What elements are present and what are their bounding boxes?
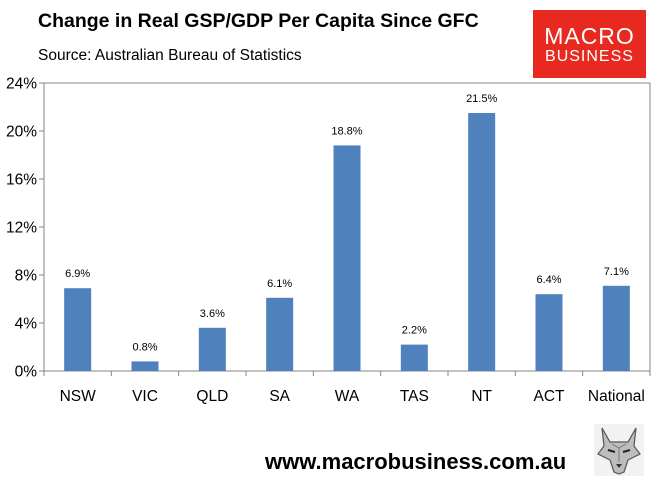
bar-wa xyxy=(333,145,361,371)
data-label: 2.2% xyxy=(402,325,427,337)
x-tick-label: VIC xyxy=(132,388,158,405)
y-tick-label: 0% xyxy=(15,364,38,381)
x-tick-label: SA xyxy=(269,388,290,405)
data-label: 21.5% xyxy=(466,93,497,105)
footer-url: www.macrobusiness.com.au xyxy=(265,449,567,474)
macrobusiness-logo: MACRO BUSINESS xyxy=(533,10,646,78)
bar-qld xyxy=(198,327,226,371)
x-tick-label: QLD xyxy=(196,388,228,405)
data-label: 7.1% xyxy=(604,266,629,278)
bar-national xyxy=(602,285,630,371)
x-tick-label: National xyxy=(588,388,645,405)
data-label: 0.8% xyxy=(132,341,157,353)
bar-sa xyxy=(266,297,294,371)
y-tick-label: 8% xyxy=(15,268,38,285)
x-tick-label: NSW xyxy=(60,388,97,405)
y-tick-label: 12% xyxy=(6,220,37,237)
y-tick-label: 20% xyxy=(6,124,37,141)
bar-act xyxy=(535,294,563,371)
bar-tas xyxy=(400,344,428,371)
x-tick-label: TAS xyxy=(400,388,429,405)
logo-line-2: BUSINESS xyxy=(545,48,634,65)
y-tick-label: 16% xyxy=(6,172,37,189)
data-label: 6.9% xyxy=(65,268,90,280)
x-tick-label: WA xyxy=(335,388,360,405)
y-tick-label: 24% xyxy=(6,76,37,93)
chart-source: Source: Australian Bureau of Statistics xyxy=(38,47,302,64)
data-label: 6.1% xyxy=(267,278,292,290)
chart-title: Change in Real GSP/GDP Per Capita Since … xyxy=(38,10,479,32)
data-label: 3.6% xyxy=(200,308,225,320)
data-label: 6.4% xyxy=(536,274,561,286)
bar-chart: 0% 4% 8% 12% 16% 20% 24% 6.9% NSW 0.8% VIC 3.6% QLD 6… xyxy=(6,76,651,405)
y-tick-label: 4% xyxy=(15,316,38,333)
x-tick-label: NT xyxy=(471,388,492,405)
x-tick-label: ACT xyxy=(534,388,566,405)
data-label: 18.8% xyxy=(331,125,362,137)
bar-nsw xyxy=(64,288,92,371)
wolf-icon xyxy=(594,424,644,476)
bar-nt xyxy=(468,113,496,371)
logo-line-1: MACRO xyxy=(544,23,635,49)
bar-vic xyxy=(131,361,159,371)
